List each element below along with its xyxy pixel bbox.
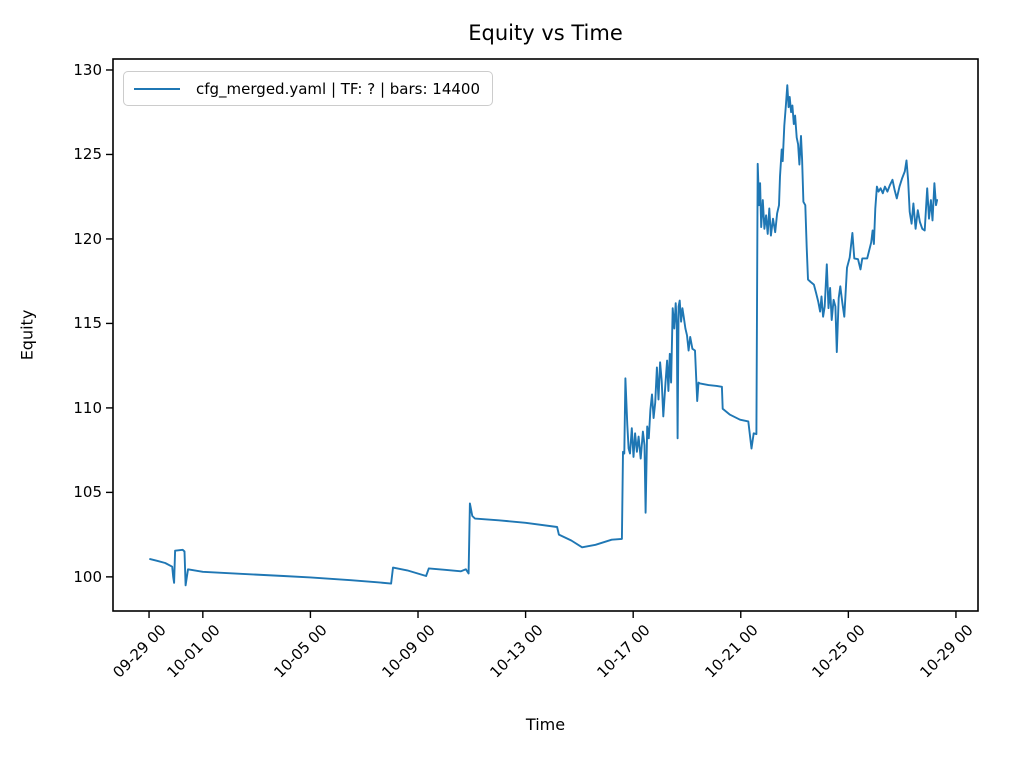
- x-tick-marks: [148, 611, 957, 618]
- y-tick-label: 110: [73, 398, 102, 417]
- plot-border: [112, 58, 979, 612]
- chart-title: Equity vs Time: [468, 21, 623, 45]
- y-axis-label: Equity: [17, 309, 37, 361]
- legend: cfg_merged.yaml | TF: ? | bars: 14400: [123, 71, 494, 106]
- y-tick-label: 130: [73, 60, 102, 79]
- y-tick-label: 115: [73, 314, 102, 333]
- y-tick-marks: [106, 69, 113, 578]
- legend-label: cfg_merged.yaml | TF: ? | bars: 14400: [196, 79, 481, 98]
- y-tick-label: 105: [73, 483, 102, 502]
- y-tick-label: 120: [73, 229, 102, 248]
- legend-line-swatch: [134, 87, 180, 90]
- x-axis-label: Time: [525, 715, 566, 734]
- equity-line: [149, 84, 939, 587]
- y-tick-label: 100: [73, 567, 102, 586]
- y-tick-label: 125: [73, 145, 102, 164]
